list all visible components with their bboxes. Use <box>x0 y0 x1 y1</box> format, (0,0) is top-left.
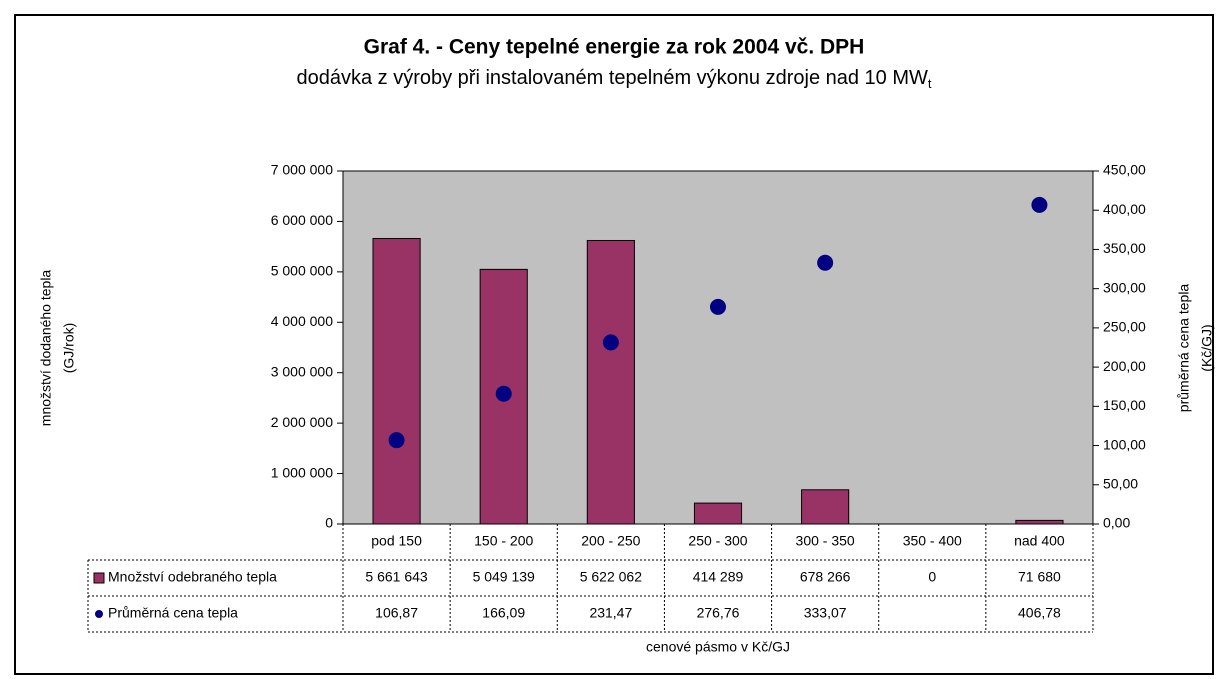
y2-tick-label: 150,00 <box>1103 397 1146 413</box>
y-axis-label: množství dodaného tepla <box>38 270 54 427</box>
chart-title: Graf 4. - Ceny tepelné energie za rok 20… <box>364 36 865 59</box>
y-tick-label: 6 000 000 <box>271 212 333 228</box>
x-tick-label: pod 150 <box>371 533 422 549</box>
chart-subtitle: dodávka z výroby při instalovaném tepeln… <box>296 67 931 91</box>
y2-tick-label: 300,00 <box>1103 279 1146 295</box>
y-tick-label: 5 000 000 <box>271 263 333 279</box>
legend-label: Množství odebraného tepla <box>108 569 277 585</box>
legend-key <box>95 610 103 618</box>
y2-tick-label: 350,00 <box>1103 240 1146 256</box>
x-tick-label: 300 - 350 <box>796 533 855 549</box>
x-tick-label: 200 - 250 <box>581 533 640 549</box>
y-tick-label: 1 000 000 <box>271 464 333 480</box>
x-tick-label: 250 - 300 <box>688 533 747 549</box>
x-tick-label: nad 400 <box>1014 533 1065 549</box>
table-value: 106,87 <box>375 605 418 621</box>
table-value: 71 680 <box>1018 569 1061 585</box>
table-value: 5 661 643 <box>365 569 427 585</box>
subtitle-subscript: t <box>928 76 932 91</box>
table-value: 414 289 <box>693 569 744 585</box>
y-tick-label: 3 000 000 <box>271 363 333 379</box>
table-value: 5 622 062 <box>580 569 642 585</box>
bar <box>801 489 850 525</box>
y2-tick-label: 100,00 <box>1103 436 1146 452</box>
point <box>388 432 405 449</box>
x-tick-label: 350 - 400 <box>903 533 962 549</box>
table-value: 276,76 <box>697 605 740 621</box>
table-value: 333,07 <box>804 605 847 621</box>
y2-tick-label: 50,00 <box>1103 475 1138 491</box>
y2-tick-label: 200,00 <box>1103 358 1146 374</box>
y2-axis-label: (Kč/GJ) <box>1199 324 1215 371</box>
table-value: 231,47 <box>589 605 632 621</box>
point <box>710 298 726 315</box>
bar <box>586 239 635 525</box>
y-tick-label: 0 <box>325 515 333 531</box>
bar <box>693 502 743 525</box>
table-value: 406,78 <box>1018 605 1061 621</box>
y-tick-label: 4 000 000 <box>271 313 333 329</box>
table-value: 0 <box>928 569 936 585</box>
y2-tick-label: 400,00 <box>1103 201 1146 217</box>
y-axis-label: (GJ/rok) <box>61 323 77 374</box>
point <box>817 254 834 271</box>
bar <box>1015 519 1064 525</box>
y2-tick-label: 450,00 <box>1103 162 1146 178</box>
y2-axis-label: průměrná cena tepla <box>1176 284 1192 413</box>
table-value: 5 049 139 <box>473 569 535 585</box>
table-value: 678 266 <box>800 569 851 585</box>
y-tick-label: 2 000 000 <box>271 414 333 430</box>
point <box>495 385 512 402</box>
point <box>602 334 619 351</box>
x-axis-label: cenové pásmo v Kč/GJ <box>646 639 790 655</box>
legend-label: Průměrná cena tepla <box>108 605 238 621</box>
x-tick-label: 150 - 200 <box>474 533 533 549</box>
plot-area <box>342 170 1094 525</box>
table-value: 166,09 <box>482 605 525 621</box>
bar <box>372 237 421 525</box>
subtitle-text: dodávka z výroby při instalovaném tepeln… <box>296 67 928 89</box>
y2-tick-label: 0,00 <box>1103 515 1130 531</box>
legend-key <box>93 572 105 584</box>
y-tick-label: 7 000 000 <box>271 162 333 178</box>
y2-tick-label: 250,00 <box>1103 319 1146 335</box>
point <box>1031 196 1048 213</box>
